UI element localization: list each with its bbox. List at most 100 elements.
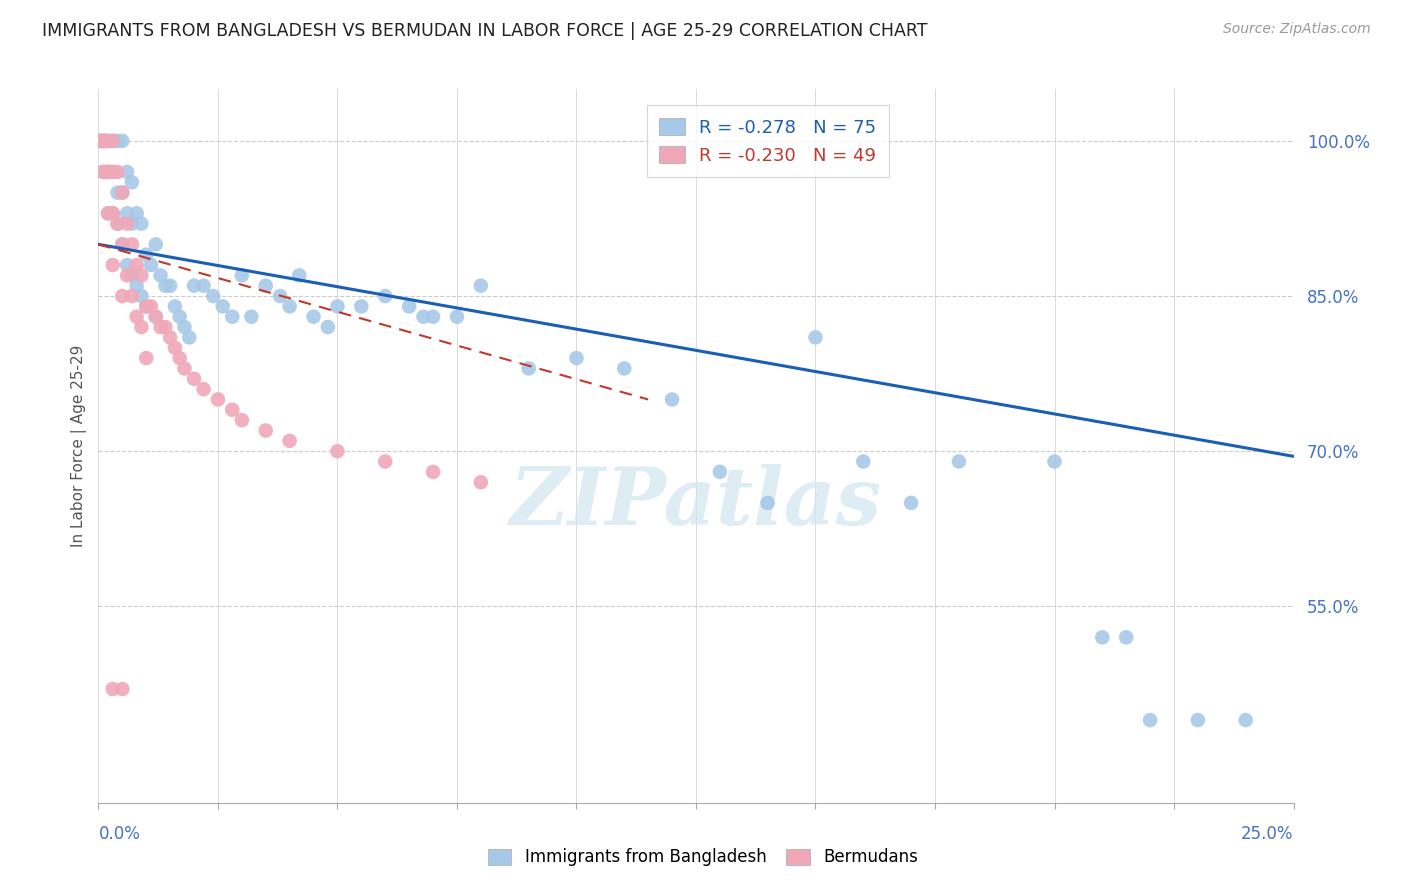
Point xyxy=(470,475,492,490)
Point xyxy=(350,299,373,313)
Point xyxy=(159,330,181,344)
Point xyxy=(145,310,167,324)
Point xyxy=(517,361,540,376)
Point xyxy=(101,206,124,220)
Point xyxy=(107,186,129,200)
Point xyxy=(183,372,205,386)
Point xyxy=(804,330,827,344)
Point xyxy=(111,186,134,200)
Point xyxy=(90,134,112,148)
Point xyxy=(231,268,253,283)
Point xyxy=(97,165,120,179)
Point xyxy=(97,206,120,220)
Point xyxy=(613,361,636,376)
Point xyxy=(231,413,253,427)
Text: 25.0%: 25.0% xyxy=(1241,825,1294,843)
Point xyxy=(125,310,148,324)
Point xyxy=(94,134,117,148)
Point xyxy=(94,134,117,148)
Point xyxy=(221,310,243,324)
Point xyxy=(316,320,339,334)
Point xyxy=(145,237,167,252)
Point xyxy=(240,310,263,324)
Point xyxy=(111,289,134,303)
Point xyxy=(101,134,124,148)
Point xyxy=(221,402,243,417)
Point xyxy=(131,268,153,283)
Point xyxy=(179,330,201,344)
Point xyxy=(661,392,683,407)
Point xyxy=(326,299,349,313)
Point xyxy=(422,465,444,479)
Point xyxy=(149,320,172,334)
Point xyxy=(97,206,120,220)
Point xyxy=(211,299,233,313)
Text: ZIPatlas: ZIPatlas xyxy=(510,465,882,541)
Point xyxy=(121,237,143,252)
Point xyxy=(131,320,153,334)
Point xyxy=(254,278,277,293)
Point xyxy=(278,299,301,313)
Point xyxy=(115,206,138,220)
Point xyxy=(374,289,396,303)
Y-axis label: In Labor Force | Age 25-29: In Labor Force | Age 25-29 xyxy=(72,345,87,547)
Point xyxy=(159,278,181,293)
Point xyxy=(139,258,162,272)
Point xyxy=(374,454,396,468)
Point xyxy=(1187,713,1209,727)
Point xyxy=(173,361,195,376)
Legend: Immigrants from Bangladesh, Bermudans: Immigrants from Bangladesh, Bermudans xyxy=(479,840,927,875)
Point xyxy=(135,299,157,313)
Point xyxy=(422,310,444,324)
Point xyxy=(470,278,492,293)
Point xyxy=(107,217,129,231)
Point xyxy=(169,310,191,324)
Point xyxy=(111,237,134,252)
Point xyxy=(193,382,215,396)
Point xyxy=(149,268,172,283)
Point xyxy=(107,134,129,148)
Point xyxy=(288,268,311,283)
Point xyxy=(115,165,138,179)
Point xyxy=(173,320,195,334)
Point xyxy=(135,248,157,262)
Point xyxy=(89,134,111,148)
Point xyxy=(111,134,134,148)
Text: IMMIGRANTS FROM BANGLADESH VS BERMUDAN IN LABOR FORCE | AGE 25-29 CORRELATION CH: IMMIGRANTS FROM BANGLADESH VS BERMUDAN I… xyxy=(42,22,928,40)
Point xyxy=(101,681,124,696)
Point xyxy=(193,278,215,293)
Point xyxy=(111,237,134,252)
Point xyxy=(398,299,420,313)
Point xyxy=(101,165,124,179)
Point xyxy=(135,351,157,365)
Point xyxy=(97,165,120,179)
Point xyxy=(412,310,434,324)
Point xyxy=(202,289,225,303)
Point xyxy=(756,496,779,510)
Point xyxy=(131,289,153,303)
Point xyxy=(91,165,114,179)
Point xyxy=(948,454,970,468)
Point xyxy=(1234,713,1257,727)
Point xyxy=(900,496,922,510)
Point xyxy=(101,134,124,148)
Point xyxy=(163,299,186,313)
Point xyxy=(1091,630,1114,644)
Point xyxy=(709,465,731,479)
Point xyxy=(101,206,124,220)
Point xyxy=(131,217,153,231)
Point xyxy=(145,310,167,324)
Point xyxy=(254,424,277,438)
Point xyxy=(90,134,112,148)
Text: 0.0%: 0.0% xyxy=(98,825,141,843)
Point xyxy=(139,299,162,313)
Point xyxy=(207,392,229,407)
Point xyxy=(278,434,301,448)
Point xyxy=(111,681,134,696)
Point xyxy=(1043,454,1066,468)
Point xyxy=(163,341,186,355)
Point xyxy=(91,165,114,179)
Point xyxy=(97,134,120,148)
Point xyxy=(91,134,114,148)
Point xyxy=(183,278,205,293)
